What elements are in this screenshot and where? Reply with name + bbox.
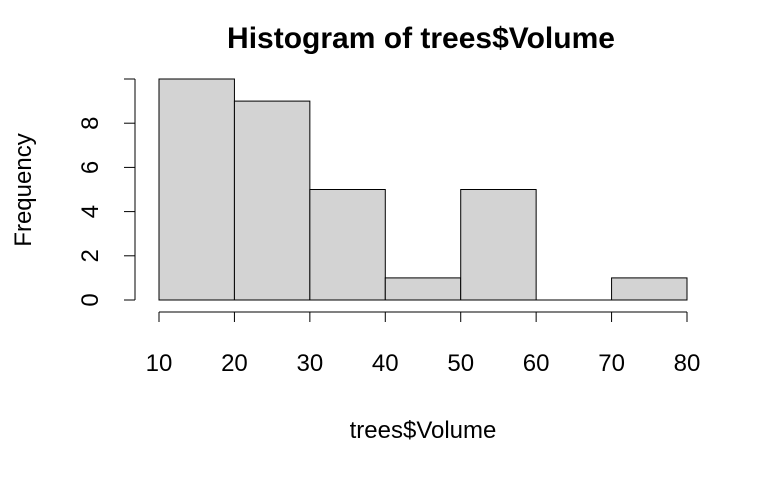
histogram-bar [233, 100, 311, 301]
x-tick-label: 80 [674, 350, 701, 377]
x-tick-label: 30 [297, 350, 324, 377]
chart-title: Histogram of trees$Volume [227, 22, 615, 55]
y-tick-label: 0 [77, 293, 104, 306]
y-axis-title: Frequency [10, 133, 37, 246]
x-tick-label: 20 [221, 350, 248, 377]
x-tick-label: 40 [372, 350, 399, 377]
x-axis-title: trees$Volume [350, 417, 497, 444]
x-tick-label: 60 [523, 350, 550, 377]
bars-group [158, 78, 688, 301]
y-tick-label: 8 [77, 117, 104, 130]
y-tick-label: 6 [77, 161, 104, 174]
histogram-bar [309, 189, 386, 301]
y-tick-label: 4 [77, 205, 104, 218]
y-axis: 0 2 4 6 8 [77, 78, 136, 307]
histogram-bar [611, 277, 688, 301]
x-tick-label: 50 [447, 350, 474, 377]
x-axis: 10 20 30 40 50 60 70 80 [146, 311, 701, 377]
x-tick-label: 70 [598, 350, 625, 377]
histogram-bar [158, 78, 235, 301]
histogram-bar [384, 277, 462, 301]
y-tick-label: 2 [77, 249, 104, 262]
x-tick-label: 10 [146, 350, 173, 377]
histogram-bar [460, 189, 537, 301]
